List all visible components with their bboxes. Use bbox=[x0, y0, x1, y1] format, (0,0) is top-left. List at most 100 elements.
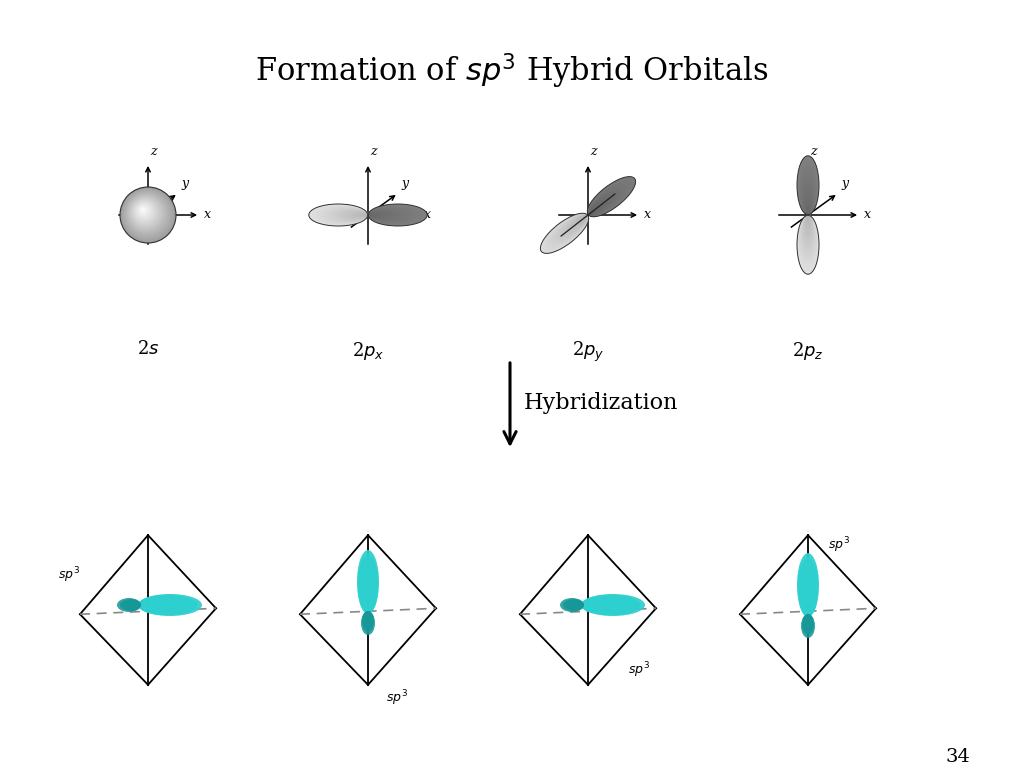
Ellipse shape bbox=[802, 215, 814, 248]
Ellipse shape bbox=[800, 566, 817, 617]
Ellipse shape bbox=[138, 595, 194, 614]
Circle shape bbox=[129, 196, 163, 230]
Ellipse shape bbox=[361, 611, 374, 632]
Ellipse shape bbox=[588, 177, 636, 217]
Ellipse shape bbox=[139, 600, 171, 611]
Circle shape bbox=[139, 206, 147, 215]
Ellipse shape bbox=[318, 206, 368, 224]
Ellipse shape bbox=[368, 210, 391, 220]
Ellipse shape bbox=[583, 604, 592, 607]
Ellipse shape bbox=[554, 214, 589, 243]
Ellipse shape bbox=[582, 597, 632, 614]
Ellipse shape bbox=[120, 599, 141, 611]
Ellipse shape bbox=[588, 190, 620, 216]
Circle shape bbox=[135, 202, 154, 220]
Circle shape bbox=[128, 195, 164, 231]
Ellipse shape bbox=[357, 550, 379, 614]
Ellipse shape bbox=[369, 204, 427, 226]
Ellipse shape bbox=[803, 189, 813, 215]
Ellipse shape bbox=[369, 210, 394, 220]
Ellipse shape bbox=[582, 601, 609, 610]
Ellipse shape bbox=[588, 185, 625, 217]
Text: $\mathit{sp}^3$: $\mathit{sp}^3$ bbox=[58, 565, 80, 584]
Ellipse shape bbox=[369, 205, 421, 225]
Ellipse shape bbox=[139, 604, 148, 607]
Ellipse shape bbox=[803, 215, 813, 244]
Ellipse shape bbox=[561, 214, 589, 237]
Ellipse shape bbox=[567, 214, 589, 232]
Ellipse shape bbox=[123, 600, 140, 611]
Ellipse shape bbox=[588, 179, 633, 217]
Ellipse shape bbox=[568, 601, 584, 609]
Circle shape bbox=[125, 191, 169, 237]
Circle shape bbox=[132, 200, 158, 224]
Ellipse shape bbox=[368, 214, 375, 217]
Ellipse shape bbox=[803, 584, 813, 616]
Ellipse shape bbox=[368, 212, 384, 218]
Ellipse shape bbox=[332, 208, 368, 222]
Circle shape bbox=[134, 201, 155, 221]
Ellipse shape bbox=[805, 614, 811, 624]
Ellipse shape bbox=[128, 601, 140, 608]
Ellipse shape bbox=[357, 554, 378, 614]
Circle shape bbox=[122, 189, 173, 240]
Ellipse shape bbox=[583, 215, 588, 220]
Circle shape bbox=[120, 187, 176, 243]
Ellipse shape bbox=[802, 614, 814, 635]
Ellipse shape bbox=[800, 169, 816, 215]
Ellipse shape bbox=[807, 215, 809, 222]
Ellipse shape bbox=[588, 183, 628, 217]
Circle shape bbox=[127, 194, 165, 232]
Ellipse shape bbox=[581, 594, 645, 616]
Ellipse shape bbox=[801, 215, 815, 251]
Ellipse shape bbox=[362, 611, 374, 629]
Text: 2$\mathit{s}$: 2$\mathit{s}$ bbox=[137, 340, 159, 358]
Text: x: x bbox=[204, 208, 211, 221]
Ellipse shape bbox=[588, 187, 623, 217]
Ellipse shape bbox=[806, 215, 810, 225]
Ellipse shape bbox=[588, 196, 611, 216]
Ellipse shape bbox=[367, 612, 370, 617]
Text: x: x bbox=[424, 208, 431, 221]
Ellipse shape bbox=[543, 214, 589, 251]
Ellipse shape bbox=[802, 182, 814, 215]
Ellipse shape bbox=[800, 215, 816, 261]
Ellipse shape bbox=[312, 204, 368, 225]
Ellipse shape bbox=[800, 172, 816, 215]
Ellipse shape bbox=[581, 604, 583, 606]
Circle shape bbox=[131, 197, 160, 227]
Ellipse shape bbox=[797, 215, 819, 274]
Ellipse shape bbox=[126, 601, 140, 609]
Text: x: x bbox=[644, 208, 651, 221]
Ellipse shape bbox=[806, 614, 810, 621]
Ellipse shape bbox=[798, 558, 818, 617]
Ellipse shape bbox=[359, 563, 377, 614]
Ellipse shape bbox=[804, 195, 812, 215]
Ellipse shape bbox=[358, 559, 378, 614]
Ellipse shape bbox=[574, 602, 584, 607]
Ellipse shape bbox=[138, 598, 180, 612]
Ellipse shape bbox=[806, 205, 810, 215]
Ellipse shape bbox=[801, 179, 815, 215]
Ellipse shape bbox=[803, 588, 813, 616]
Ellipse shape bbox=[335, 209, 368, 221]
Ellipse shape bbox=[140, 604, 144, 606]
Ellipse shape bbox=[799, 162, 818, 215]
Ellipse shape bbox=[797, 156, 819, 215]
Ellipse shape bbox=[368, 607, 369, 612]
Ellipse shape bbox=[369, 207, 414, 223]
Ellipse shape bbox=[348, 211, 368, 219]
Ellipse shape bbox=[578, 214, 588, 223]
Ellipse shape bbox=[358, 214, 368, 217]
Ellipse shape bbox=[799, 166, 817, 215]
Ellipse shape bbox=[805, 614, 811, 627]
Ellipse shape bbox=[805, 598, 811, 616]
Ellipse shape bbox=[364, 611, 373, 627]
Text: 2$\mathit{p}_x$: 2$\mathit{p}_x$ bbox=[352, 340, 384, 362]
Circle shape bbox=[124, 190, 171, 237]
Ellipse shape bbox=[588, 202, 604, 216]
Text: y: y bbox=[622, 177, 629, 190]
Ellipse shape bbox=[368, 211, 388, 219]
Circle shape bbox=[121, 188, 175, 242]
Ellipse shape bbox=[582, 594, 641, 615]
